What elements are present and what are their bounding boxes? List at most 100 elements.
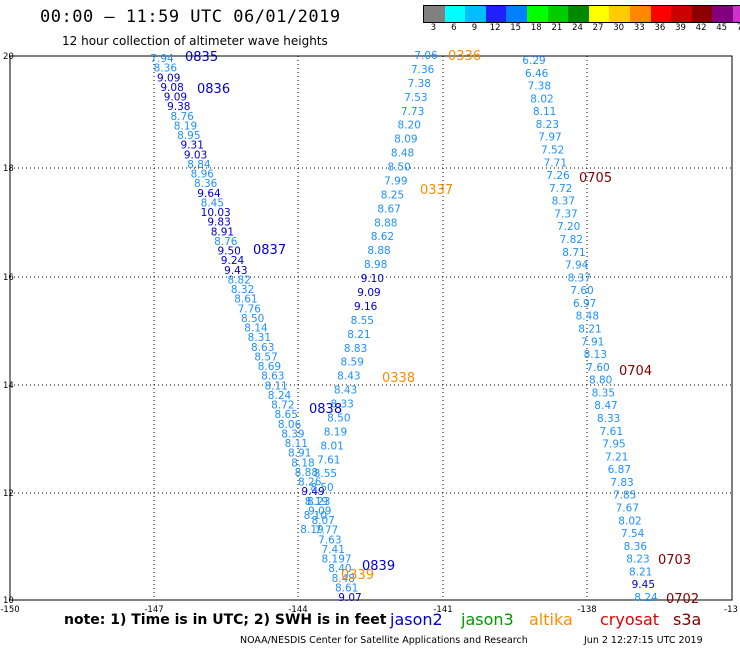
wave-height-label: 9.16	[354, 301, 378, 313]
wave-height-label: 7.77	[315, 525, 338, 537]
colorbar-label: 15	[510, 23, 522, 33]
wave-height-label: 8.57	[254, 351, 277, 363]
latitude-tick-label: 14	[3, 381, 14, 391]
latitude-tick-label: 20	[3, 52, 14, 62]
pass-time-label: 0336	[448, 49, 481, 64]
wave-height-label: 7.83	[610, 477, 633, 489]
wave-height-label: 8.62	[371, 231, 394, 243]
wave-height-label: 8.43	[334, 385, 357, 397]
colorbar-swatch	[629, 6, 651, 22]
map-title: 00:00 – 11:59 UTC 06/01/2019	[40, 7, 341, 27]
wave-height-label: 8.24	[268, 390, 292, 402]
wave-height-label: 8.45	[201, 197, 224, 209]
generated-timestamp: Jun 2 12:27:15 UTC 2019	[584, 635, 703, 646]
wave-height-label: 8.96	[191, 169, 215, 181]
wave-height-label: 8.11	[285, 438, 308, 450]
wave-height-label: 9.38	[167, 101, 190, 113]
wave-height-label: 9.24	[221, 255, 245, 267]
wave-height-label: 8.07	[311, 515, 334, 527]
wave-height-label: 8.19	[305, 496, 328, 508]
wave-height-label: 9.09	[357, 287, 380, 299]
credit-line: NOAA/NESDIS Center for Satellite Applica…	[240, 635, 528, 646]
wave-height-label: 8.31	[248, 332, 271, 344]
wave-height-label: 8.36	[194, 178, 218, 190]
wave-height-label: 8.95	[177, 130, 200, 142]
wave-height-label: 8.21	[629, 566, 652, 578]
latitude-tick-label: 12	[3, 489, 14, 499]
wave-height-label: 8.88	[295, 467, 318, 479]
wave-height-label: 8.76	[214, 236, 238, 248]
colorbar-label: 36	[654, 23, 666, 33]
latitude-tick-label: 16	[3, 273, 14, 283]
legend-s3a: s3a	[673, 610, 702, 629]
wave-height-label: 7.37	[554, 208, 577, 220]
wave-height-label: 8.50	[387, 162, 410, 174]
wave-height-label: 8.37	[552, 196, 575, 208]
wave-height-label: 9.50	[217, 246, 240, 258]
wave-height-label: 7.52	[541, 145, 564, 157]
colorbar-swatch	[588, 6, 610, 22]
longitude-tick-label: -141	[433, 605, 452, 615]
wave-height-label: 8.19	[300, 524, 323, 536]
wave-height-label: 8.88	[367, 245, 390, 257]
wave-height-label: 9.49	[301, 486, 324, 498]
colorbar-swatch	[650, 6, 672, 22]
wave-height-label: 8.18	[291, 457, 314, 469]
legend-cryosat: cryosat	[600, 610, 660, 629]
wave-height-label: 7.53	[404, 92, 427, 104]
wave-height-label: 8.91	[288, 448, 311, 460]
colorbar-label: 42	[695, 23, 707, 33]
longitude-tick-label: -138	[577, 605, 596, 615]
wave-height-label: 8.71	[562, 247, 585, 259]
wave-height-label: 9.10	[361, 273, 384, 285]
colorbar-swatch	[568, 6, 589, 22]
wave-height-label: 7.60	[570, 285, 593, 297]
wave-height-label: 7.73	[401, 106, 424, 118]
wave-height-label: 8.37	[568, 272, 591, 284]
wave-height-label: 8.36	[154, 63, 178, 75]
pass-time-label: 0337	[420, 183, 453, 198]
wave-height-label: 6.97	[573, 298, 596, 310]
wave-height-label: 7.72	[549, 183, 572, 195]
wave-height-label: 7.61	[600, 426, 623, 438]
footer-note: note: 1) Time is in UTC; 2) SWH is in fe…	[64, 612, 387, 628]
colorbar-swatch	[506, 6, 527, 22]
wave-height-label: 8.21	[347, 329, 370, 341]
colorbar-label: 70	[736, 23, 740, 33]
wave-height-label: 8.33	[330, 399, 353, 411]
wave-height-label: 8.10	[304, 510, 327, 522]
wave-height-label: 7.91	[581, 336, 604, 348]
wave-height-label: 7.97	[538, 132, 561, 144]
wave-height-label: 9.31	[181, 140, 204, 152]
colorbar-label: 21	[551, 23, 563, 33]
wave-height-label: 9.45	[632, 579, 655, 591]
map-frame	[9, 55, 733, 601]
colorbar-label: 33	[633, 23, 645, 33]
wave-height-label: 9.09	[157, 72, 180, 84]
wave-height-label: 8.50	[241, 313, 264, 325]
wave-height-label: 8.02	[618, 515, 641, 527]
colorbar-swatch	[485, 6, 507, 22]
wave-height-label: 8.48	[391, 148, 414, 160]
wave-height-label: 9.43	[224, 265, 247, 277]
colorbar-swatch	[465, 6, 486, 22]
legend-jason3: jason3	[461, 610, 514, 629]
colorbar-swatch	[609, 6, 630, 22]
colorbar-swatch	[732, 6, 740, 22]
wave-height-label: 9.03	[184, 149, 207, 161]
wave-height-label: 6.46	[525, 68, 549, 80]
wave-height-label: 8.36	[624, 541, 648, 553]
wave-height-label: 7.38	[408, 78, 431, 90]
wave-height-label: 7.36	[411, 64, 435, 76]
wave-height-label: 8.61	[234, 294, 257, 306]
wave-height-label: 7.63	[318, 534, 341, 546]
wave-height-label: 8.98	[364, 259, 387, 271]
colorbar-label: 12	[489, 23, 501, 33]
wave-height-label: 7.54	[621, 528, 645, 540]
legend-jason2: jason2	[390, 610, 443, 629]
wave-height-label: 8.83	[344, 343, 367, 355]
wave-height-label: 8.01	[320, 440, 343, 452]
wave-height-label: 7.82	[560, 234, 583, 246]
colorbar-label: 24	[572, 23, 583, 33]
longitude-tick-label: -147	[144, 605, 163, 615]
